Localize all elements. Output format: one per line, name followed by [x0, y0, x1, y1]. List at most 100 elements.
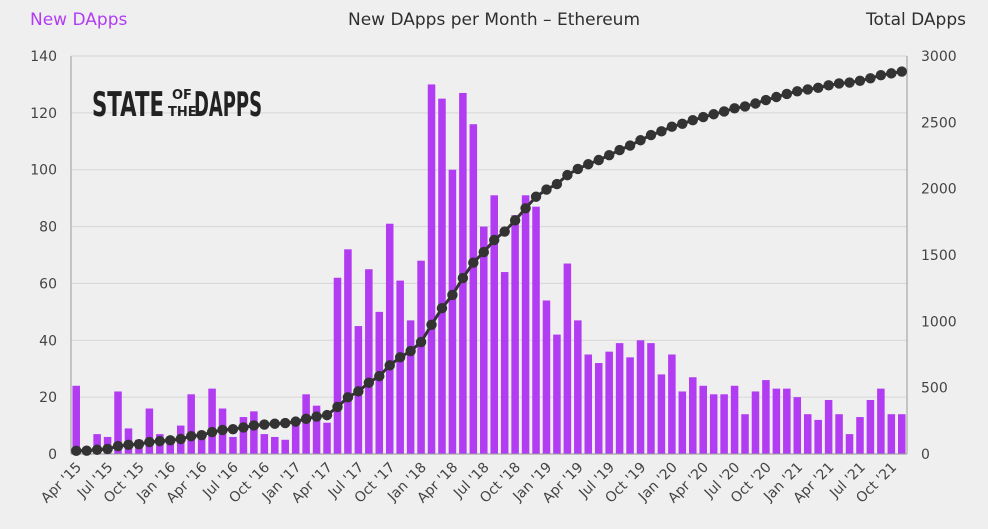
total-dapps-marker	[436, 302, 448, 314]
total-dapps-marker	[342, 392, 354, 403]
y-right-tick-label: 1500	[921, 248, 957, 264]
bar	[229, 436, 237, 454]
total-dapps-marker	[311, 411, 322, 422]
bar	[898, 414, 906, 454]
total-dapps-marker	[624, 140, 636, 151]
total-dapps-marker	[509, 215, 521, 226]
total-dapps-marker	[865, 73, 876, 84]
bar	[260, 434, 269, 454]
bar	[511, 215, 519, 454]
total-dapps-marker	[635, 135, 646, 146]
total-dapps-marker	[698, 111, 709, 123]
total-dapps-marker	[384, 360, 395, 371]
bar	[689, 377, 697, 454]
total-dapps-marker	[489, 234, 500, 246]
bar	[281, 439, 289, 454]
bar	[500, 272, 509, 454]
bar	[783, 388, 791, 454]
bar	[594, 363, 603, 454]
total-dapps-marker	[71, 445, 82, 457]
total-dapps-marker	[750, 98, 761, 109]
bar	[312, 405, 321, 454]
bar	[542, 300, 551, 454]
logo-word-state: STATE	[92, 85, 164, 125]
bar	[605, 351, 613, 454]
total-dapps-marker	[812, 82, 824, 94]
bar	[730, 385, 739, 454]
bar	[720, 394, 728, 454]
total-dapps-marker	[729, 103, 740, 114]
bar-series	[72, 84, 906, 455]
total-dapps-marker	[530, 191, 542, 202]
bar	[521, 195, 530, 455]
y-right-tick-label: 3000	[921, 49, 957, 65]
total-dapps-marker	[457, 272, 469, 284]
bar	[323, 422, 331, 454]
bar	[877, 388, 885, 454]
total-dapps-marker	[645, 129, 657, 141]
bar	[250, 411, 258, 454]
bar	[302, 394, 310, 454]
y-left-tick-label: 100	[30, 163, 57, 179]
total-dapps-marker	[718, 106, 730, 117]
bar	[814, 419, 822, 454]
left-axis-title: New DApps	[30, 10, 128, 30]
total-dapps-marker	[217, 424, 228, 436]
y-right-tick-label: 500	[921, 381, 948, 397]
logo-word-the: THE	[168, 105, 197, 120]
total-dapps-marker	[739, 101, 751, 112]
total-dapps-marker	[238, 422, 249, 433]
total-dapps-marker	[112, 440, 124, 452]
line-series	[71, 66, 907, 457]
bar	[563, 263, 572, 454]
total-dapps-marker	[394, 352, 406, 363]
total-dapps-marker	[196, 429, 207, 441]
total-dapps-marker	[603, 150, 615, 161]
total-dapps-marker	[760, 94, 772, 106]
bar	[333, 277, 342, 454]
bar	[887, 414, 896, 454]
bar	[187, 394, 195, 454]
total-dapps-marker	[144, 436, 155, 448]
total-dapps-marker	[280, 417, 291, 429]
total-dapps-marker	[123, 439, 134, 451]
total-dapps-marker	[802, 84, 813, 95]
total-dapps-marker	[583, 159, 594, 170]
total-dapps-marker	[185, 431, 197, 442]
total-dapps-marker	[269, 418, 280, 429]
bar	[344, 249, 352, 454]
total-dapps-marker	[353, 386, 364, 397]
total-dapps-marker	[708, 109, 719, 120]
bar	[239, 417, 248, 454]
x-tick-label: Apr '15	[38, 460, 85, 507]
total-dapps-marker	[374, 370, 385, 382]
chart-title: New DApps per Month – Ethereum	[347, 10, 641, 30]
bar	[365, 269, 373, 454]
total-dapps-marker	[520, 203, 531, 214]
total-dapps-marker	[248, 420, 260, 431]
total-dapps-marker	[771, 91, 782, 103]
bar	[772, 388, 781, 454]
total-dapps-marker	[165, 435, 176, 446]
bar	[93, 434, 101, 454]
bar	[751, 391, 760, 454]
bar	[793, 397, 802, 454]
y-right-tick-label: 0	[921, 447, 930, 463]
total-dapps-marker	[687, 115, 698, 126]
total-dapps-marker	[572, 163, 584, 175]
bar	[375, 311, 384, 454]
y-left-tick-label: 80	[39, 220, 57, 236]
total-dapps-marker	[823, 80, 834, 91]
total-dapps-marker	[405, 345, 416, 357]
bar	[480, 226, 488, 454]
total-dapps-marker	[259, 419, 270, 430]
bar	[197, 431, 206, 454]
right-axis-title: Total DApps	[866, 10, 966, 30]
bar	[145, 408, 154, 454]
bar	[72, 385, 80, 454]
total-dapps-marker	[81, 445, 92, 456]
y-right-tick-label: 2500	[921, 115, 957, 131]
bar	[866, 399, 875, 454]
state-of-the-dapps-logo: STATE OF THE DAPPS	[92, 85, 262, 125]
